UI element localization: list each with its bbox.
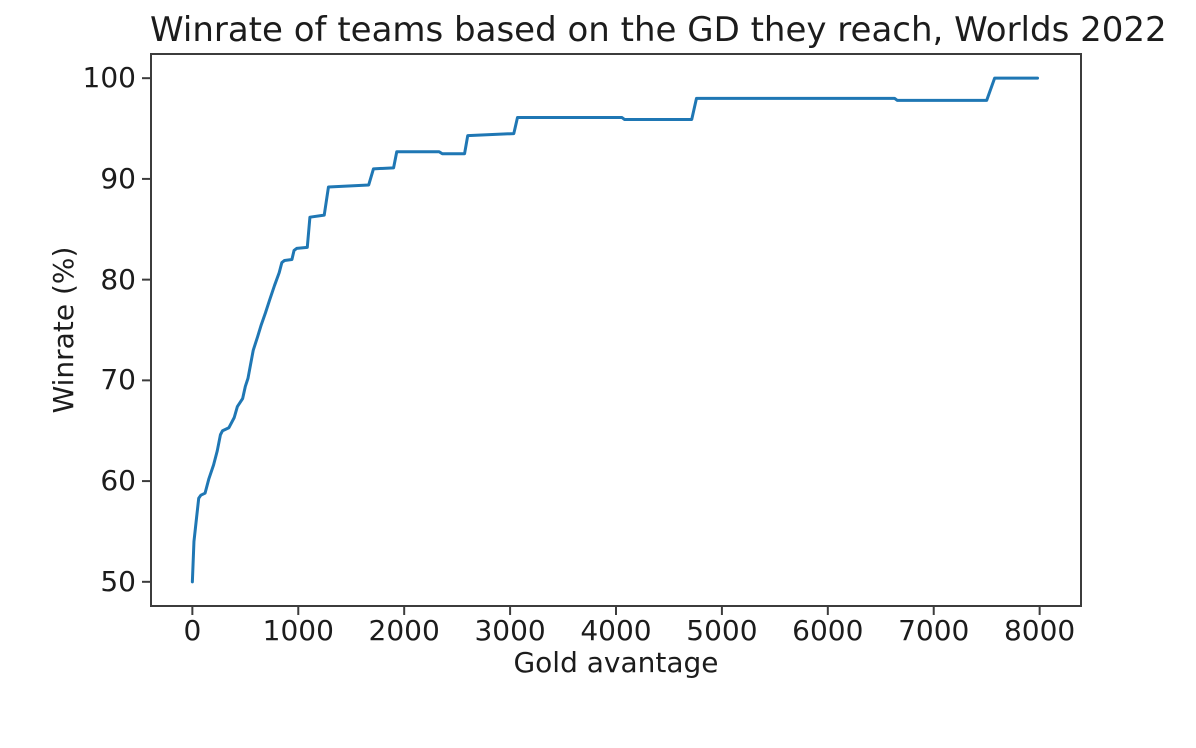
y-tick-label: 60: [100, 464, 136, 498]
x-tick-label: 8000: [1003, 614, 1076, 647]
x-tick-label: 0: [183, 614, 202, 647]
x-tick-label: 6000: [792, 614, 864, 647]
x-tick-label: 3000: [474, 614, 546, 647]
chart-title: Winrate of teams based on the GD they re…: [150, 10, 1167, 50]
x-axis-label: Gold avantage: [513, 646, 719, 679]
y-tick-label: 80: [100, 262, 136, 296]
x-tick-label: 4000: [580, 614, 652, 647]
winrate-line: [190, 76, 1040, 584]
y-tick-label: 100: [82, 61, 136, 95]
plot-frame: [150, 53, 1082, 607]
x-tick-label: 2000: [368, 614, 440, 647]
x-tick-label: 1000: [262, 614, 334, 647]
y-tick-label: 50: [100, 564, 136, 598]
plot-svg: [142, 53, 1082, 615]
x-tick-label: 7000: [898, 614, 970, 647]
y-tick-label: 90: [100, 161, 136, 195]
y-axis-label: Winrate (%): [47, 246, 80, 414]
x-tick-label: 5000: [686, 614, 758, 647]
y-tick-label: 70: [100, 363, 136, 397]
